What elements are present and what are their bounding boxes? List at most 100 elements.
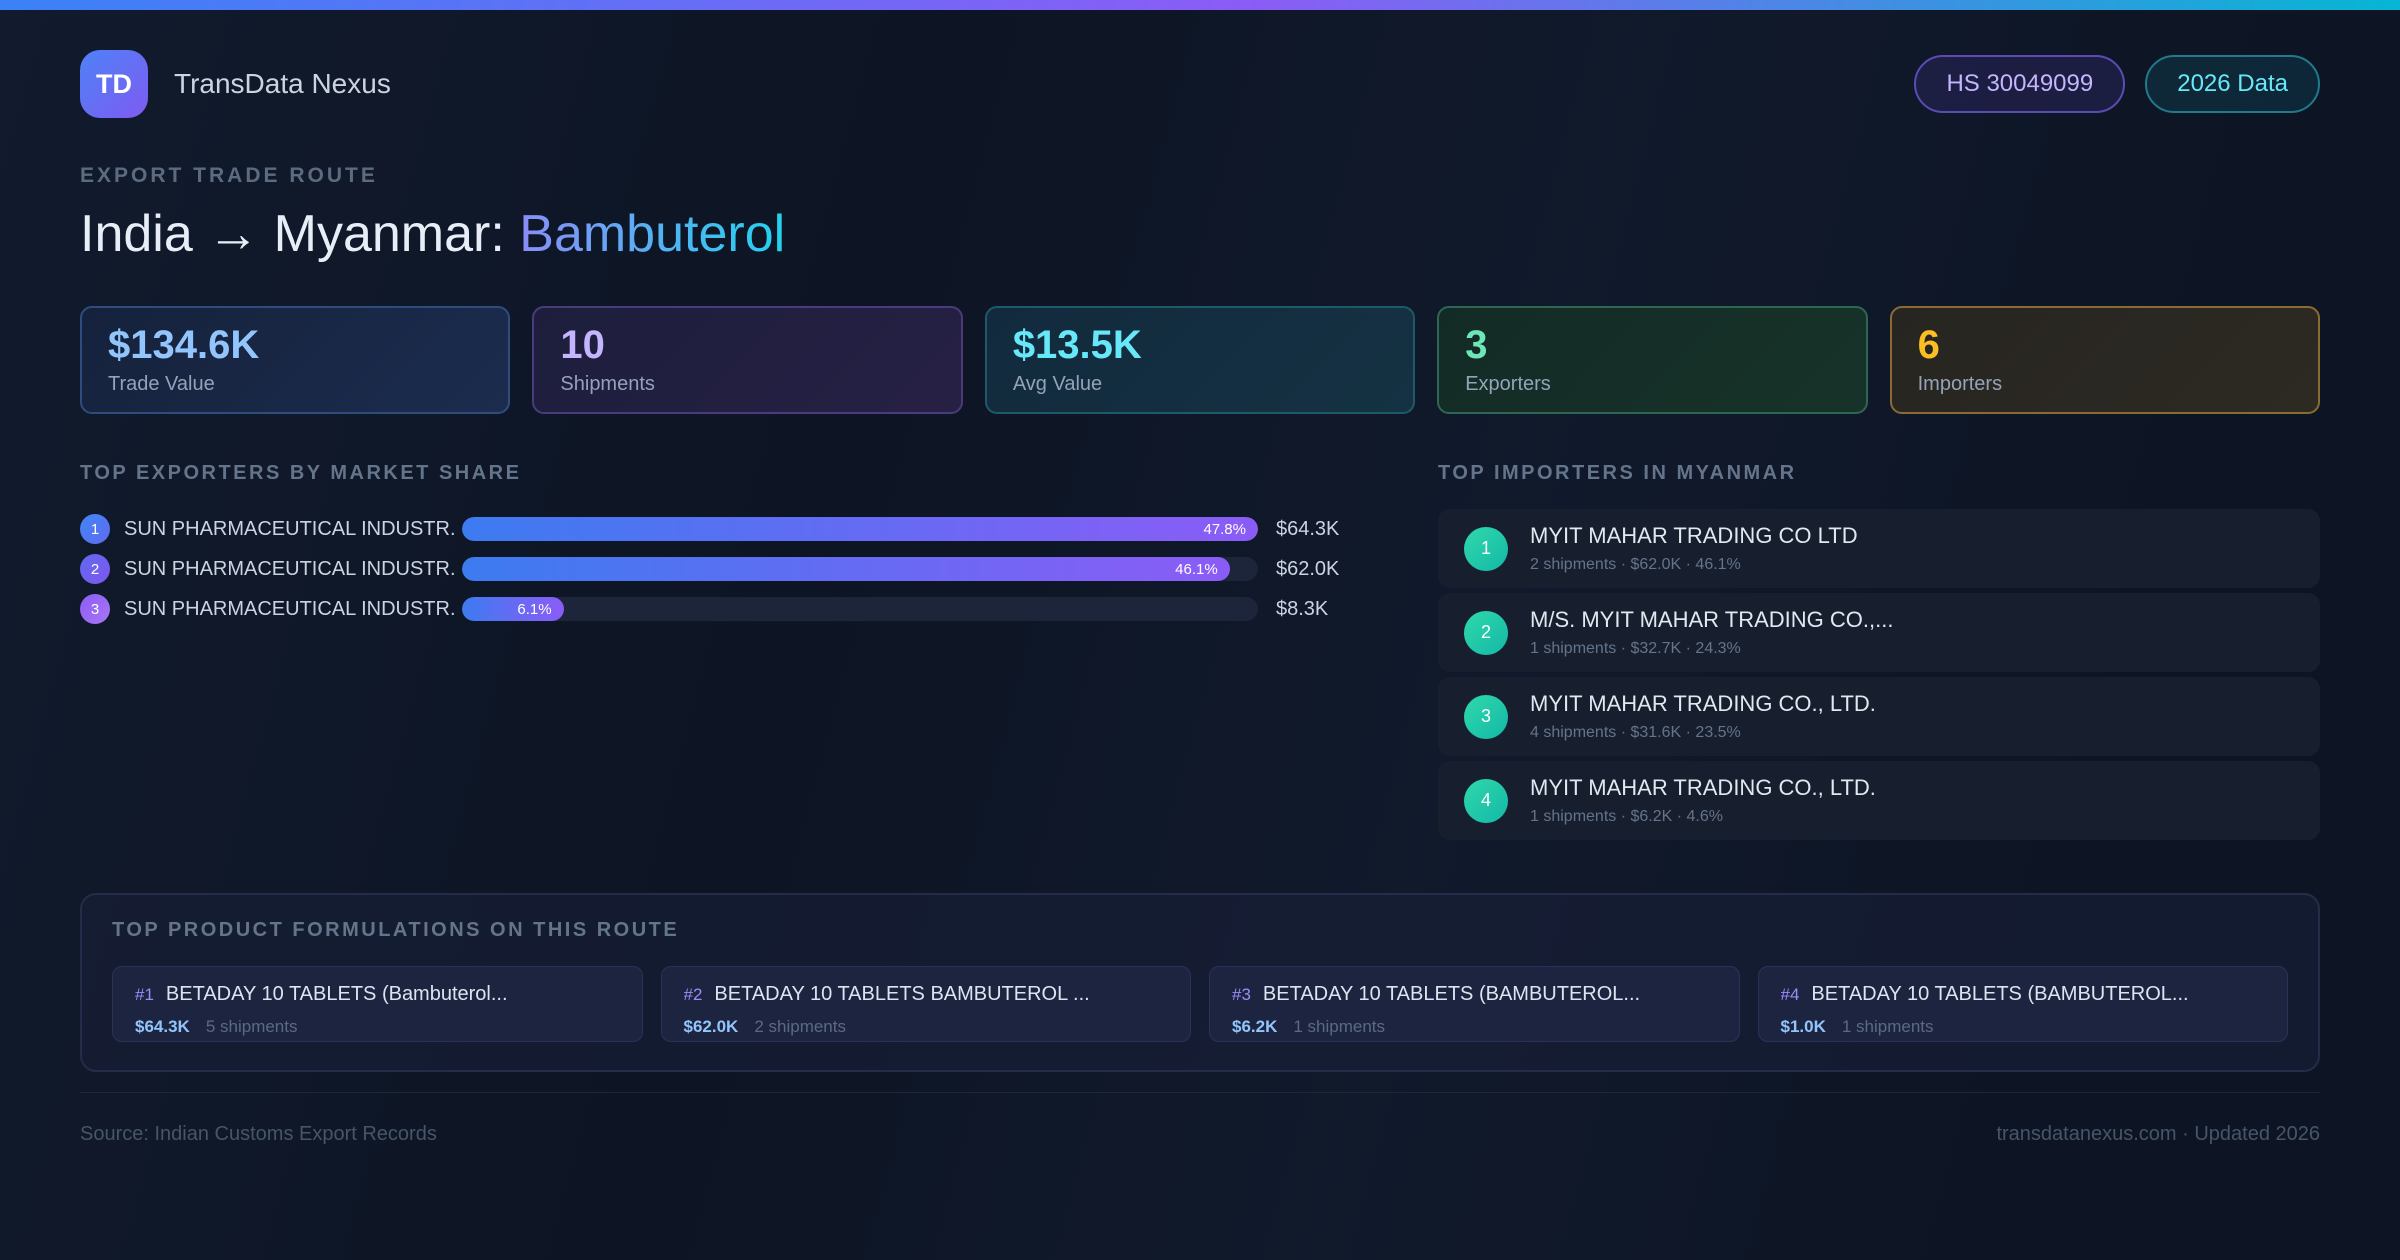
stat-value: 10: [560, 322, 605, 367]
top-gradient-bar: [0, 0, 2400, 10]
exporter-value: $62.0K: [1276, 557, 1340, 580]
formulation-card[interactable]: #1 BETADAY 10 TABLETS (Bambuterol... $64…: [112, 966, 643, 1042]
formulation-shipments: 1 shipments: [1841, 1017, 1934, 1036]
formulation-meta-line: $6.2K 1 shipments: [1232, 1017, 1717, 1037]
formulation-meta-line: $1.0K 1 shipments: [1781, 1017, 2266, 1037]
formulation-name: BETADAY 10 TABLETS (BAMBUTEROL...: [1811, 983, 2189, 1005]
brand-logo[interactable]: TD: [80, 50, 148, 118]
formulation-value: $1.0K: [1780, 1017, 1826, 1036]
formulations-panel: TOP PRODUCT FORMULATIONS ON THIS ROUTE #…: [80, 893, 2320, 1072]
formulation-rank: #2: [683, 985, 703, 1004]
stat-value: $13.5K: [1012, 322, 1142, 367]
formulation-name: BETADAY 10 TABLETS BAMBUTEROL ...: [714, 983, 1090, 1005]
importer-rank-badge: 2: [1464, 610, 1508, 655]
stat-label: Trade Value: [108, 372, 215, 395]
formulation-card[interactable]: #4 BETADAY 10 TABLETS (BAMBUTEROL... $1.…: [1757, 966, 2288, 1042]
stat-card-trade-value: $134.6K Trade Value: [80, 306, 511, 414]
formulation-card[interactable]: #3 BETADAY 10 TABLETS (BAMBUTEROL... $6.…: [1209, 966, 1740, 1042]
formulation-rank: #3: [1232, 985, 1251, 1004]
stat-value: $134.6K: [108, 322, 260, 367]
importer-meta: 1 shipments · $6.2K · 4.6%: [1530, 808, 1723, 825]
formulation-value: $62.0K: [683, 1017, 739, 1036]
data-year-badge[interactable]: 2026 Data: [2145, 55, 2320, 113]
formulation-cards: #1 BETADAY 10 TABLETS (Bambuterol... $64…: [112, 966, 2288, 1042]
page-title: India → Myanmar: Bambuterol: [80, 204, 2320, 264]
stat-value: 3: [1465, 322, 1488, 367]
market-share-bar-track: 47.8%: [462, 517, 1258, 541]
exporter-name: SUN PHARMACEUTICAL INDUSTR...: [124, 597, 454, 620]
importers-section: TOP IMPORTERS IN MYANMAR 1 MYIT MAHAR TR…: [1438, 462, 2320, 845]
formulation-rank: #4: [1780, 985, 1800, 1004]
importer-name: M/S. MYIT MAHAR TRADING CO.,...: [1530, 607, 1894, 632]
header-badges: HS 30049099 2026 Data: [1914, 55, 2320, 113]
header: TD TransData Nexus HS 30049099 2026 Data: [80, 50, 2320, 118]
importer-rank-badge: 1: [1464, 526, 1508, 571]
formulation-title-line: #3 BETADAY 10 TABLETS (BAMBUTEROL...: [1232, 983, 1717, 1006]
importer-name: MYIT MAHAR TRADING CO., LTD.: [1530, 775, 1876, 800]
formulation-shipments: 5 shipments: [205, 1017, 298, 1036]
market-share-bar-fill: 6.1%: [462, 597, 564, 621]
exporters-section: TOP EXPORTERS BY MARKET SHARE 1 SUN PHAR…: [80, 462, 1362, 629]
stat-card-shipments: 10 Shipments: [532, 306, 963, 414]
formulation-name: BETADAY 10 TABLETS (BAMBUTEROL...: [1262, 983, 1641, 1005]
market-share-percent: 6.1%: [517, 600, 552, 618]
exporter-rank-badge: 3: [80, 594, 110, 624]
formulations-heading: TOP PRODUCT FORMULATIONS ON THIS ROUTE: [112, 919, 680, 941]
importer-rank-badge: 4: [1464, 778, 1508, 823]
stats-row: $134.6K Trade Value 10 Shipments $13.5K …: [80, 306, 2321, 414]
exporter-row[interactable]: 1 SUN PHARMACEUTICAL INDUSTR... 47.8% $6…: [80, 509, 1362, 549]
formulation-meta-line: $62.0K 2 shipments: [684, 1017, 1169, 1037]
eyebrow-label: EXPORT TRADE ROUTE: [80, 164, 378, 187]
exporter-rank-badge: 2: [80, 554, 110, 584]
importer-item[interactable]: 4 MYIT MAHAR TRADING CO., LTD. 1 shipmen…: [1438, 761, 2320, 840]
product-name: Bambuterol: [519, 205, 786, 263]
exporter-name: SUN PHARMACEUTICAL INDUSTR...: [124, 557, 454, 580]
content-columns: TOP EXPORTERS BY MARKET SHARE 1 SUN PHAR…: [80, 462, 2320, 845]
formulation-title-line: #4 BETADAY 10 TABLETS (BAMBUTEROL...: [1781, 983, 2266, 1006]
importer-meta: 1 shipments · $32.7K · 24.3%: [1530, 640, 1741, 657]
importer-rank-badge: 3: [1464, 694, 1508, 739]
footer: Source: Indian Customs Export Records tr…: [80, 1092, 2320, 1146]
importer-item[interactable]: 1 MYIT MAHAR TRADING CO LTD 2 shipments …: [1438, 509, 2320, 588]
stat-label: Importers: [1917, 372, 2003, 395]
importer-text: MYIT MAHAR TRADING CO., LTD. 4 shipments…: [1530, 691, 1876, 742]
market-share-percent: 46.1%: [1175, 560, 1218, 578]
stat-value: 6: [1917, 322, 1940, 367]
importer-meta: 4 shipments · $31.6K · 23.5%: [1530, 724, 1741, 741]
hs-code-badge[interactable]: HS 30049099: [1914, 55, 2126, 113]
formulation-shipments: 1 shipments: [1293, 1017, 1386, 1036]
stat-card-importers: 6 Importers: [1889, 306, 2321, 414]
market-share-bar-fill: 47.8%: [462, 517, 1258, 541]
importer-text: M/S. MYIT MAHAR TRADING CO.,... 1 shipme…: [1530, 607, 1893, 658]
importer-text: MYIT MAHAR TRADING CO., LTD. 1 shipments…: [1530, 775, 1876, 826]
market-share-bar-fill: 46.1%: [462, 557, 1230, 581]
page-container: TD TransData Nexus HS 30049099 2026 Data…: [0, 10, 2400, 1146]
exporter-value: $64.3K: [1276, 517, 1340, 540]
exporters-heading: TOP EXPORTERS BY MARKET SHARE: [80, 462, 522, 484]
formulation-shipments: 2 shipments: [754, 1017, 846, 1036]
exporter-row[interactable]: 3 SUN PHARMACEUTICAL INDUSTR... 6.1% $8.…: [80, 589, 1362, 629]
exporter-name: SUN PHARMACEUTICAL INDUSTR...: [124, 517, 454, 540]
importer-item[interactable]: 2 M/S. MYIT MAHAR TRADING CO.,... 1 ship…: [1438, 593, 2320, 672]
importer-meta: 2 shipments · $62.0K · 46.1%: [1530, 556, 1741, 573]
route-title: India → Myanmar:: [80, 205, 505, 263]
formulation-card[interactable]: #2 BETADAY 10 TABLETS BAMBUTEROL ... $62…: [660, 966, 1191, 1042]
exporter-rank-badge: 1: [80, 514, 110, 544]
stat-card-avg-value: $13.5K Avg Value: [984, 306, 1416, 414]
importer-name: MYIT MAHAR TRADING CO LTD: [1530, 523, 1858, 548]
exporter-value: $8.3K: [1276, 597, 1329, 620]
importer-text: MYIT MAHAR TRADING CO LTD 2 shipments · …: [1530, 523, 1858, 574]
exporter-row[interactable]: 2 SUN PHARMACEUTICAL INDUSTR... 46.1% $6…: [80, 549, 1362, 589]
importer-name: MYIT MAHAR TRADING CO., LTD.: [1530, 691, 1876, 716]
market-share-bar-track: 6.1%: [462, 597, 1258, 621]
importer-item[interactable]: 3 MYIT MAHAR TRADING CO., LTD. 4 shipmen…: [1438, 677, 2320, 756]
market-share-bar-track: 46.1%: [462, 557, 1258, 581]
stat-label: Avg Value: [1012, 372, 1103, 395]
formulation-meta-line: $64.3K 5 shipments: [135, 1017, 620, 1037]
stat-label: Exporters: [1465, 372, 1551, 395]
formulation-rank: #1: [135, 985, 154, 1004]
brand-name: TransData Nexus: [174, 68, 391, 99]
footer-source: Source: Indian Customs Export Records: [80, 1123, 437, 1145]
brand[interactable]: TD TransData Nexus: [80, 50, 391, 118]
formulation-title-line: #1 BETADAY 10 TABLETS (Bambuterol...: [135, 983, 620, 1006]
